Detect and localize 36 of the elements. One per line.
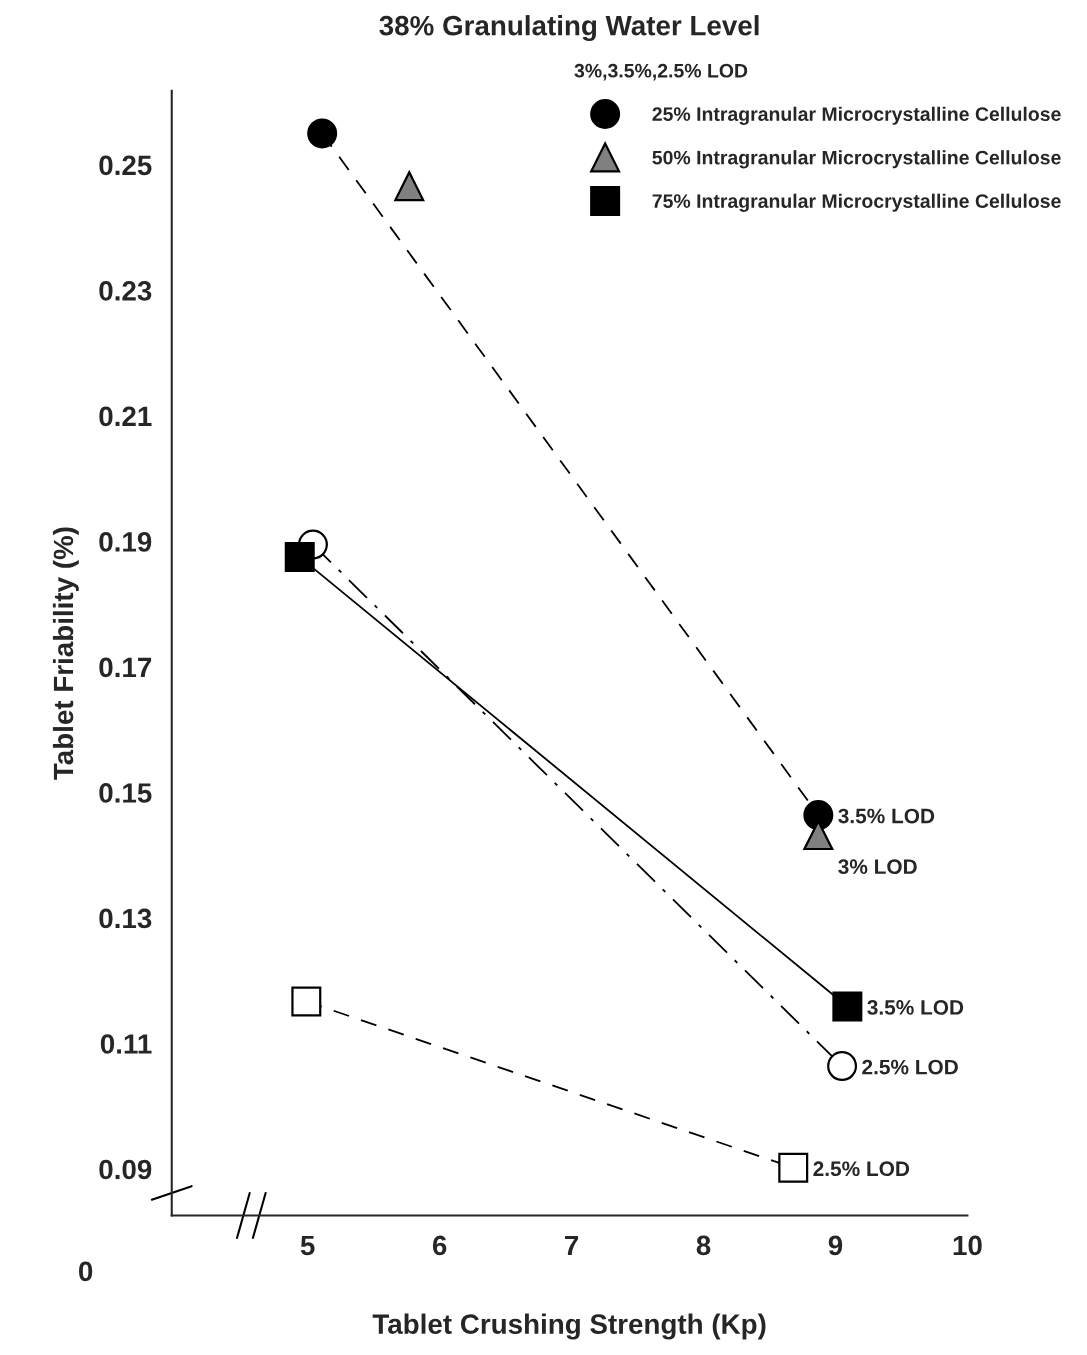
y-tick-label: 0.17 [99, 657, 152, 678]
point [803, 800, 834, 831]
y-tick-label: 0.15 [99, 783, 152, 803]
x-tick-label: 7 [565, 1235, 579, 1256]
x-tick-label: 8 [696, 1235, 711, 1256]
y-tick-label: 0.23 [99, 281, 152, 301]
point [307, 118, 338, 149]
chart-title: 38% Granulating Water Level [379, 15, 759, 42]
annotation: 2.5% LOD [813, 1161, 910, 1177]
x-axis-title: Tablet Crushing Strength (Kp) [372, 1313, 766, 1340]
y-tick-label: 0.19 [99, 532, 152, 552]
legend-label: 75% Intragranular Microcrystalline Cellulose [652, 193, 1061, 212]
y-axis-title: Tablet Friability (%) [52, 527, 79, 780]
text: 0 [79, 1261, 93, 1282]
y-tick-label: 0.21 [99, 406, 152, 427]
y-tick-label: 0.09 [99, 1159, 152, 1180]
point [284, 542, 315, 573]
legend-title: 3%,3.5%,2.5% LOD [574, 63, 748, 81]
x-tick-label: 5 [300, 1235, 315, 1256]
point [291, 986, 322, 1017]
point [394, 171, 425, 202]
annotation: 3% LOD [838, 859, 917, 875]
annotation: 3.5% LOD [838, 808, 935, 824]
point [832, 991, 863, 1022]
legend-label: 25% Intragranular Microcrystalline Cellulose [652, 106, 1061, 125]
y-tick-label: 0.25 [99, 155, 152, 176]
x-tick-label: 10 [953, 1235, 982, 1256]
y-tick-label: 0.13 [99, 908, 152, 929]
legend-label: 50% Intragranular Microcrystalline Cellulose [652, 150, 1061, 169]
annotation: 3.5% LOD [867, 1000, 964, 1015]
x-tick-label: 6 [432, 1235, 447, 1256]
point [778, 1152, 809, 1183]
annotation: 2.5% LOD [862, 1059, 958, 1075]
point [827, 1051, 858, 1082]
x-tick-label: 9 [828, 1235, 843, 1256]
y-tick-label: 0.11 [100, 1034, 152, 1054]
